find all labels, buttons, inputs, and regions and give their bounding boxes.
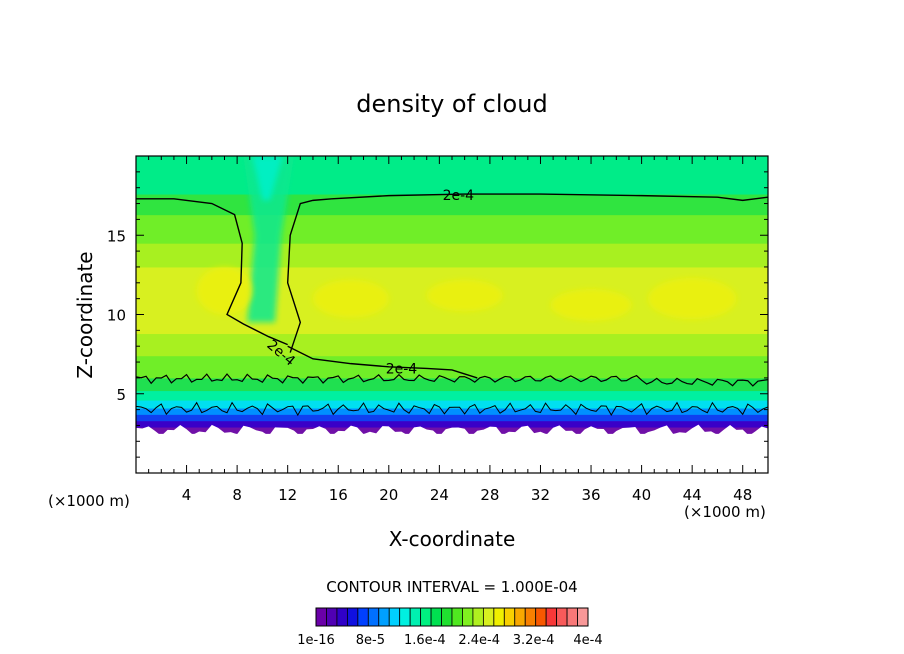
colorbar-swatch	[472, 607, 484, 627]
colorbar-swatch	[336, 607, 348, 627]
field-band	[136, 420, 768, 428]
contour-interval-note: CONTOUR INTERVAL = 1.000E-04	[326, 578, 577, 596]
colorbar-tick-label: 4e-4	[573, 633, 602, 648]
x-tick-label: 28	[480, 486, 499, 504]
colorbar-frame	[315, 607, 589, 627]
contour-line	[287, 345, 478, 379]
x-unit-label-left: (×1000 m)	[48, 492, 130, 510]
field-band	[136, 333, 768, 357]
colorbar-swatch	[346, 607, 359, 627]
contour-lines	[136, 193, 768, 417]
field-band	[136, 156, 768, 195]
x-tick-label: 32	[531, 486, 550, 504]
colorbar-swatch	[524, 607, 537, 627]
y-tick-label: 5	[116, 386, 126, 404]
x-axis-label: X-coordinate	[389, 527, 516, 551]
colorbar-swatch	[388, 607, 401, 627]
colorbar-swatch	[357, 607, 369, 627]
field-band	[136, 243, 768, 268]
dense-patch	[647, 278, 737, 320]
colorbar-tick-labels: 1e-16 8e-5 1.6e-4 2.4e-4 3.2e-4 4e-4	[297, 633, 602, 648]
contour-line	[136, 373, 768, 387]
colorbar	[315, 607, 589, 627]
dense-patch	[312, 279, 389, 318]
colorbar-swatch	[482, 607, 495, 627]
colorbar-swatch	[315, 607, 327, 627]
colorbar-swatch	[409, 607, 422, 627]
contour-line	[136, 198, 288, 346]
field-band	[136, 377, 768, 392]
x-unit-label-right: (×1000 m)	[684, 503, 766, 521]
field-band	[136, 414, 768, 422]
updraft-top	[252, 156, 283, 201]
contour-label: 2e-4	[386, 361, 418, 377]
updraft-column	[243, 156, 294, 323]
field-band	[136, 408, 768, 415]
y-tick-label: 10	[107, 307, 126, 325]
colorbar-swatch	[430, 607, 442, 627]
contour-line	[136, 401, 768, 417]
colorbar-swatch	[535, 607, 547, 627]
colorbar-tick-label: 1.6e-4	[404, 633, 446, 648]
colorbar-swatch	[566, 607, 578, 627]
x-tick-label: 16	[329, 486, 348, 504]
y-axis-label: Z-coordinate	[73, 251, 97, 378]
colorbar-swatch	[451, 607, 463, 627]
colorbar-swatch	[577, 607, 589, 627]
x-tick-label: 4	[182, 486, 192, 504]
field-band	[136, 355, 768, 379]
field-band	[136, 194, 768, 216]
colorbar-swatch	[545, 607, 558, 627]
x-tick-label: 24	[430, 486, 449, 504]
colorbar-swatch	[514, 607, 526, 627]
colorbar-swatch	[367, 607, 380, 627]
clear-air-below-cloud	[136, 424, 768, 473]
colorbar-swatch	[326, 607, 338, 627]
colorbar-tick-label: 2.4e-4	[458, 633, 500, 648]
x-tick-label: 40	[632, 486, 651, 504]
x-tick-label: 8	[232, 486, 242, 504]
x-tick-label: 44	[683, 486, 702, 504]
dense-patch	[550, 289, 632, 321]
x-axis-ticks: 4 8 12 16 20 24 28 32 36 40 44 48	[148, 156, 756, 504]
contour-label: 2e-4	[443, 188, 475, 204]
plot-area	[136, 156, 768, 473]
x-tick-label: 36	[581, 486, 600, 504]
colorbar-swatch	[441, 607, 453, 627]
contour-line	[286, 193, 768, 353]
x-tick-label: 20	[379, 486, 398, 504]
colorbar-swatch	[493, 607, 505, 627]
field-band	[136, 390, 768, 401]
field-band	[136, 400, 768, 409]
x-tick-label: 48	[733, 486, 752, 504]
colorbar-swatch	[399, 607, 411, 627]
colorbar-tick-label: 8e-5	[356, 633, 385, 648]
colorbar-swatch	[503, 607, 516, 627]
y-axis-ticks: 5 10 15	[107, 171, 768, 458]
chart-title: density of cloud	[356, 90, 547, 118]
field-band	[136, 214, 768, 244]
dense-patch	[426, 279, 503, 312]
colorbar-swatch	[556, 607, 568, 627]
colorbar-tick-label: 1e-16	[297, 633, 335, 648]
colorbar-swatch	[420, 607, 432, 627]
colorbar-swatch	[462, 607, 474, 627]
dense-patch	[196, 266, 253, 315]
colorbar-swatch	[378, 607, 390, 627]
y-tick-label: 15	[107, 227, 126, 245]
colorbar-tick-label: 3.2e-4	[513, 633, 555, 648]
x-tick-label: 12	[278, 486, 297, 504]
